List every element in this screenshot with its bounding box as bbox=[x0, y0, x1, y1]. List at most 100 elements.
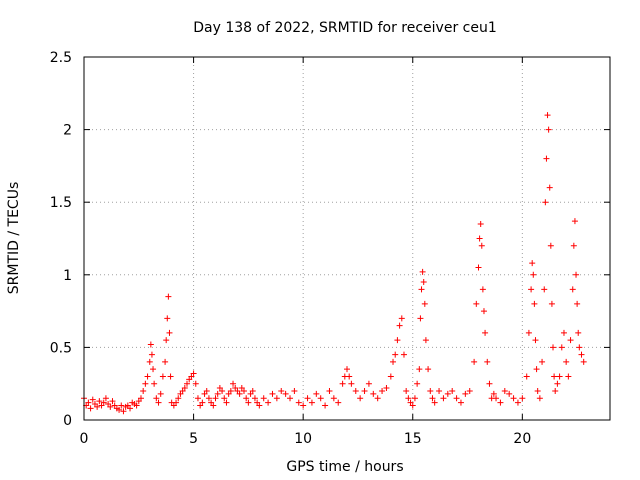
data-point bbox=[147, 341, 154, 348]
data-point bbox=[357, 395, 364, 402]
data-point bbox=[181, 385, 188, 392]
y-axis-label: SRMTID / TECUs bbox=[6, 182, 22, 295]
data-point bbox=[420, 279, 427, 286]
data-point bbox=[150, 366, 157, 373]
axis-ticks: 0 5 10 15 20 0 0.5 1 1.5 2 2.5 bbox=[50, 50, 610, 447]
data-point bbox=[137, 395, 144, 402]
data-point bbox=[552, 387, 559, 394]
data-point bbox=[87, 405, 94, 412]
data-point bbox=[295, 399, 302, 406]
data-point bbox=[85, 399, 92, 406]
data-point bbox=[570, 242, 577, 249]
data-point bbox=[534, 387, 541, 394]
plot-frame bbox=[83, 56, 611, 421]
data-point bbox=[173, 399, 180, 406]
y-tick-label: 0.5 bbox=[50, 340, 72, 356]
data-point bbox=[387, 373, 394, 380]
data-point bbox=[167, 373, 174, 380]
data-point bbox=[165, 293, 172, 300]
data-point bbox=[383, 385, 390, 392]
data-point bbox=[578, 351, 585, 358]
data-point bbox=[398, 315, 405, 322]
data-point bbox=[411, 395, 418, 402]
data-point bbox=[313, 390, 320, 397]
data-point bbox=[575, 329, 582, 336]
data-point bbox=[365, 380, 372, 387]
data-point bbox=[444, 390, 451, 397]
data-point bbox=[210, 402, 217, 409]
data-point bbox=[478, 242, 485, 249]
data-point bbox=[419, 268, 426, 275]
data-point bbox=[493, 395, 500, 402]
data-point bbox=[291, 387, 298, 394]
data-point bbox=[523, 373, 530, 380]
data-point bbox=[221, 395, 228, 402]
data-point bbox=[421, 300, 428, 307]
data-point bbox=[194, 395, 201, 402]
data-point bbox=[100, 399, 107, 406]
data-point bbox=[151, 380, 158, 387]
data-point bbox=[142, 380, 149, 387]
data-point bbox=[556, 373, 563, 380]
data-point bbox=[569, 286, 576, 293]
data-point bbox=[466, 387, 473, 394]
data-point bbox=[571, 218, 578, 225]
data-point bbox=[203, 387, 210, 394]
data-point bbox=[548, 300, 555, 307]
data-point bbox=[107, 403, 114, 410]
data-point bbox=[166, 329, 173, 336]
data-point bbox=[567, 337, 574, 344]
data-point bbox=[473, 300, 480, 307]
data-point bbox=[486, 380, 493, 387]
data-point bbox=[251, 395, 258, 402]
data-point bbox=[243, 395, 250, 402]
data-point bbox=[429, 395, 436, 402]
data-point bbox=[506, 390, 513, 397]
y-tick-label: 1 bbox=[63, 268, 72, 284]
data-point bbox=[162, 358, 169, 365]
data-point bbox=[530, 271, 537, 278]
data-point bbox=[440, 395, 447, 402]
data-point bbox=[346, 373, 353, 380]
data-point bbox=[501, 387, 508, 394]
data-point bbox=[449, 387, 456, 394]
data-point bbox=[475, 264, 482, 271]
data-point bbox=[287, 395, 294, 402]
data-point bbox=[256, 402, 263, 409]
data-point bbox=[545, 126, 552, 133]
data-point bbox=[199, 399, 206, 406]
data-point bbox=[477, 220, 484, 227]
data-point bbox=[379, 387, 386, 394]
data-point bbox=[514, 399, 521, 406]
data-point bbox=[560, 329, 567, 336]
data-point bbox=[563, 358, 570, 365]
x-axis-label: GPS time / hours bbox=[286, 459, 403, 475]
data-point bbox=[542, 199, 549, 206]
data-point bbox=[546, 184, 553, 191]
x-tick-label: 0 bbox=[80, 431, 89, 447]
data-point bbox=[476, 235, 483, 242]
data-point bbox=[462, 390, 469, 397]
data-point bbox=[547, 242, 554, 249]
data-point bbox=[531, 300, 538, 307]
data-point bbox=[308, 399, 315, 406]
data-point bbox=[192, 380, 199, 387]
data-point bbox=[539, 358, 546, 365]
x-tick-label: 15 bbox=[404, 431, 422, 447]
data-point bbox=[146, 358, 153, 365]
data-point bbox=[159, 373, 166, 380]
data-point bbox=[558, 344, 565, 351]
data-point bbox=[300, 402, 307, 409]
data-point bbox=[245, 399, 252, 406]
data-point bbox=[236, 390, 243, 397]
data-point bbox=[127, 405, 134, 412]
data-point bbox=[543, 155, 550, 162]
data-point bbox=[528, 286, 535, 293]
data-point bbox=[184, 380, 191, 387]
data-point bbox=[153, 395, 160, 402]
data-point bbox=[374, 395, 381, 402]
data-point bbox=[304, 395, 311, 402]
data-point bbox=[510, 395, 517, 402]
data-point bbox=[164, 315, 171, 322]
